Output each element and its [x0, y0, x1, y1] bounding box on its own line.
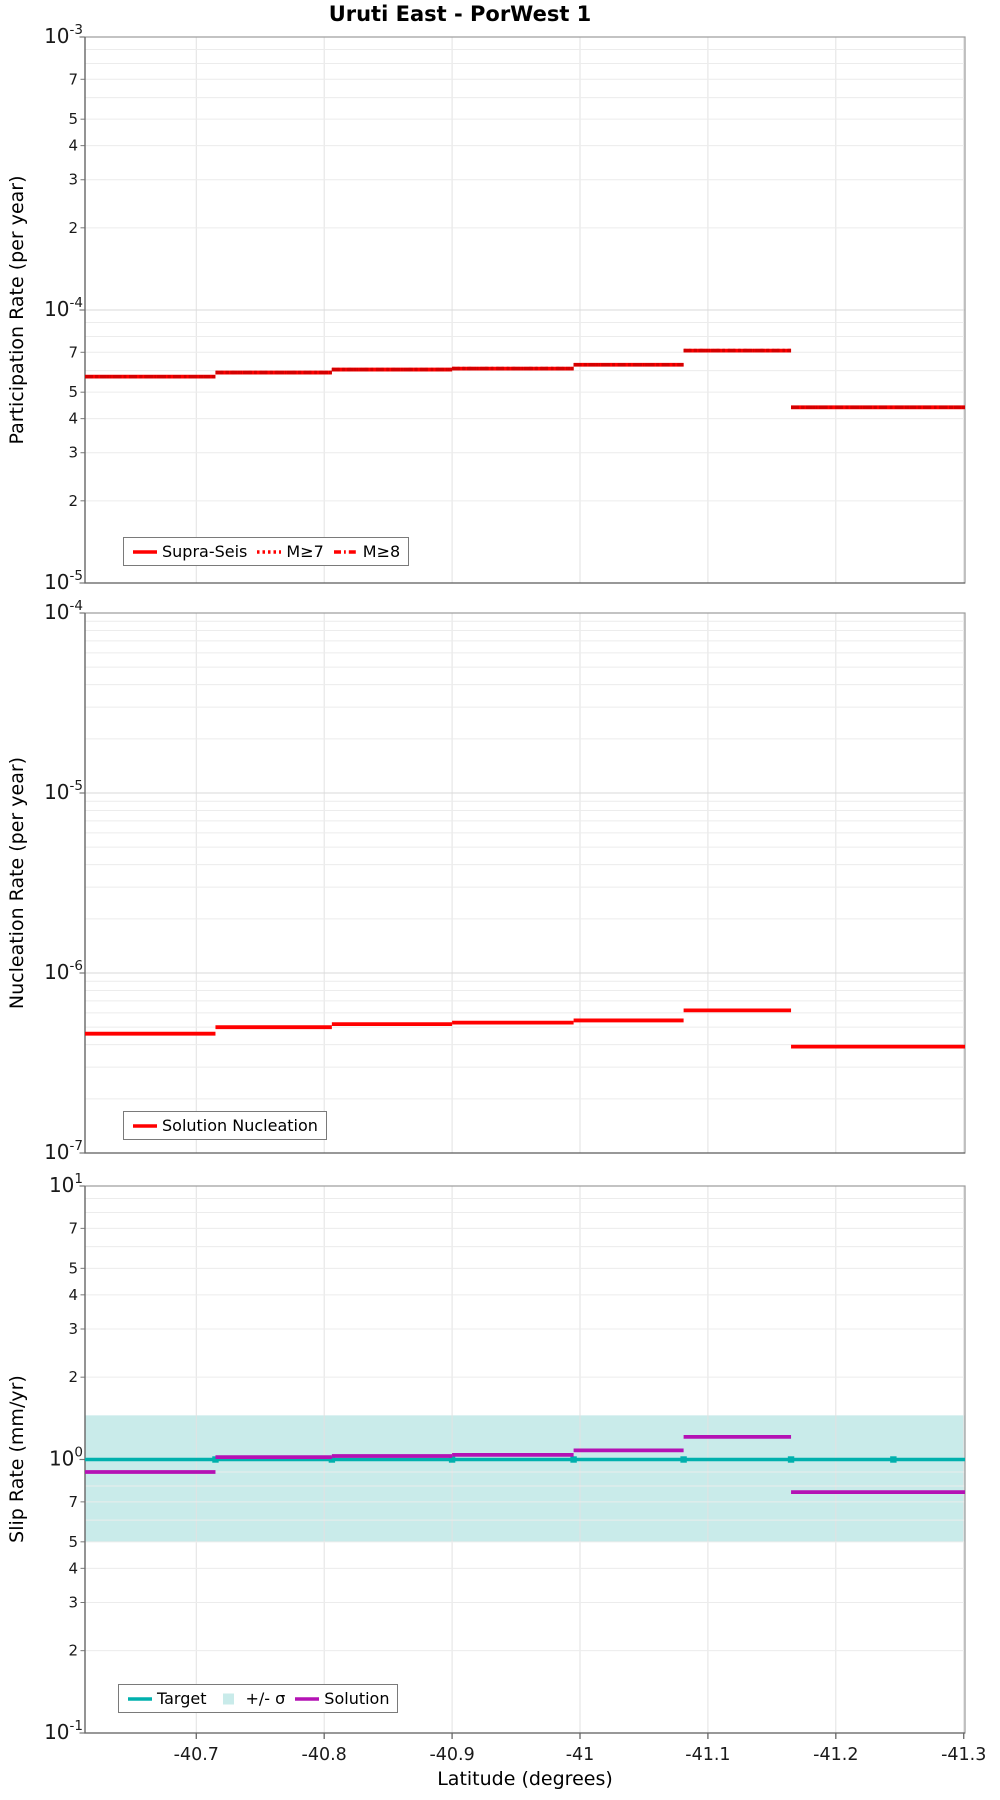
- target-marker: [212, 1456, 219, 1463]
- y-tick-label: 10-7: [44, 1138, 83, 1164]
- target-marker: [890, 1456, 897, 1463]
- legend-entry: +/- σ: [216, 1689, 286, 1708]
- y-minor-tick-label: 4: [68, 410, 78, 428]
- legend-entry: M≥7: [256, 542, 324, 561]
- y-axis-title-nucleation: Nucleation Rate (per year): [6, 756, 28, 1010]
- legend-entry: Solution: [294, 1689, 389, 1708]
- y-axis-title-slip-rate: Slip Rate (mm/yr): [6, 1375, 28, 1543]
- legend-slip-rate: Target +/- σ Solution: [118, 1684, 399, 1713]
- panel-border: [84, 612, 966, 1154]
- y-minor-tick-label: 3: [68, 171, 78, 189]
- legend-label: M≥8: [362, 542, 401, 561]
- x-tick-label: -41.1: [685, 1745, 730, 1765]
- axis-spines: [84, 37, 965, 584]
- y-minor-tick-label: 5: [68, 1259, 78, 1277]
- y-minor-tick-label: 3: [68, 1320, 78, 1338]
- axis-spines: [84, 1186, 965, 1734]
- y-minor-tick-label: 4: [68, 137, 78, 155]
- y-tick-label: 10-5: [44, 778, 83, 804]
- line-swatch-icon: [333, 549, 358, 554]
- target-marker: [787, 1456, 795, 1463]
- sigma-band-swatch-icon: [222, 1693, 234, 1704]
- y-axis-title-participation: Participation Rate (per year): [6, 175, 28, 445]
- line-swatch-icon: [257, 549, 282, 554]
- y-tick-label: 101: [49, 1171, 83, 1197]
- y-minor-tick-label: 5: [68, 383, 78, 401]
- y-minor-tick-label: 3: [68, 1594, 78, 1612]
- y-tick-label: 10-4: [44, 295, 83, 321]
- legend-entry: Solution Nucleation: [132, 1116, 318, 1135]
- x-tick-label: -41: [566, 1745, 595, 1765]
- target-marker: [680, 1456, 687, 1463]
- line-swatch-icon: [295, 1696, 320, 1701]
- y-minor-tick-label: 2: [68, 1368, 78, 1386]
- y-tick-label: 10-4: [44, 598, 83, 624]
- figure-title: Uruti East - PorWest 1: [328, 2, 592, 26]
- x-tick-label: -41.2: [813, 1745, 858, 1765]
- axis-spines: [84, 613, 965, 1154]
- x-axis-title: Latitude (degrees): [437, 1768, 613, 1790]
- y-minor-tick-label: 4: [68, 1559, 78, 1577]
- y-minor-tick-label: 4: [68, 1286, 78, 1304]
- y-tick-label: 10-3: [44, 22, 83, 48]
- y-minor-tick-label: 7: [68, 343, 78, 361]
- legend-nucleation: Solution Nucleation: [123, 1111, 327, 1140]
- y-minor-tick-label: 7: [68, 1219, 78, 1237]
- y-tick-label: 100: [49, 1445, 83, 1471]
- y-minor-tick-label: 3: [68, 444, 78, 462]
- legend-label: Supra-Seis: [162, 542, 248, 561]
- y-minor-tick-label: 2: [68, 219, 78, 237]
- y-tick-label: 10-5: [44, 568, 83, 594]
- legend-label: M≥7: [286, 542, 324, 561]
- x-tick-label: -41.3: [941, 1745, 986, 1765]
- y-minor-tick-label: 2: [68, 492, 78, 510]
- line-swatch-icon: [128, 1696, 152, 1701]
- x-tick-label: -40.9: [429, 1745, 474, 1765]
- y-tick-label: 10-1: [44, 1718, 83, 1744]
- legend-label: Target: [157, 1689, 207, 1708]
- panel-slip-rate: 10-1 100 101 2 3 4 5 7 2 3 4 5 7: [44, 1171, 966, 1744]
- x-axis: -40.7 -40.8 -40.9 -41 -41.1 -41.2 -41.3: [174, 1733, 986, 1765]
- legend-label: +/- σ: [245, 1689, 286, 1708]
- y-minor-tick-label: 5: [68, 110, 78, 128]
- panel-participation: 10-5 10-4 10-3 2 3 4 5 7 2 3 4 5 7: [44, 22, 966, 594]
- y-minor-tick-label: 7: [68, 1493, 78, 1511]
- y-minor-tick-label: 2: [68, 1642, 78, 1660]
- target-marker: [328, 1456, 336, 1463]
- legend-participation: Supra-Seis M≥7 M≥8: [123, 537, 410, 566]
- x-tick-label: -40.8: [302, 1745, 347, 1765]
- x-tick-label: -40.7: [174, 1745, 219, 1765]
- y-minor-tick-label: 5: [68, 1533, 78, 1551]
- line-swatch-icon: [133, 1123, 157, 1128]
- legend-entry: Target: [127, 1689, 207, 1708]
- target-marker: [448, 1456, 456, 1463]
- y-tick-label: 10-6: [44, 958, 83, 984]
- legend-label: Solution Nucleation: [162, 1116, 318, 1135]
- target-marker: [570, 1456, 577, 1463]
- legend-label: Solution: [324, 1689, 390, 1708]
- panel-nucleation: 10-7 10-6 10-5 10-4: [44, 598, 966, 1164]
- legend-entry: Supra-Seis: [132, 542, 247, 561]
- line-swatch-icon: [133, 549, 157, 554]
- sigma-band: [85, 1415, 965, 1542]
- y-minor-tick-label: 7: [68, 70, 78, 88]
- legend-entry: M≥8: [333, 542, 400, 561]
